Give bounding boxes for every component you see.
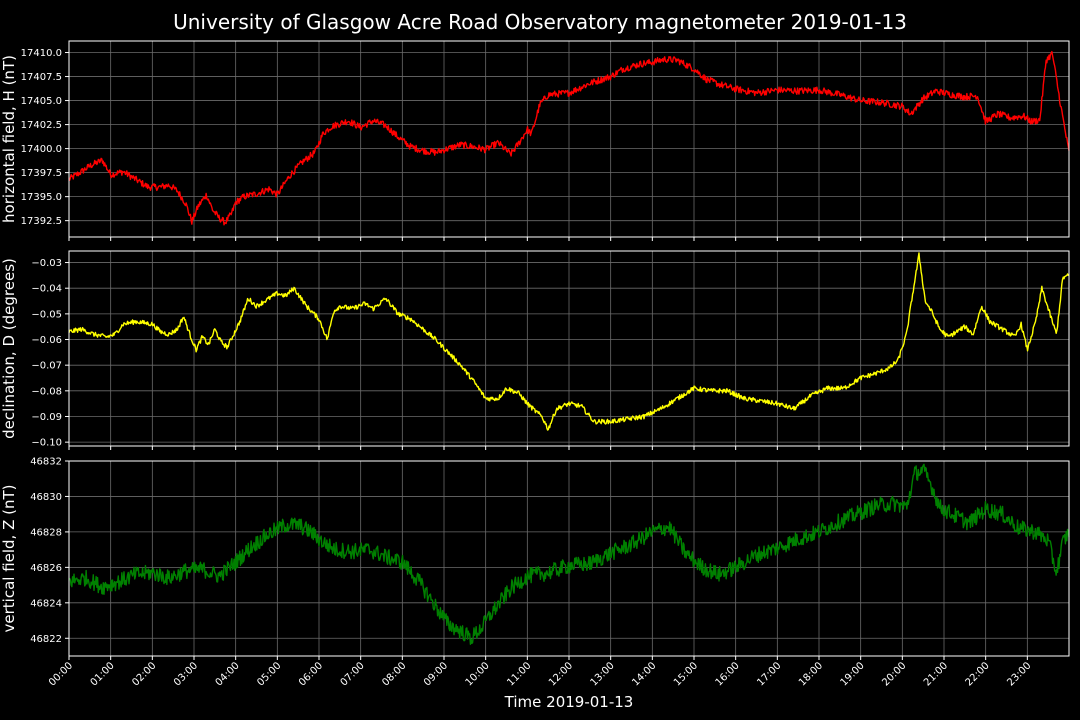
x-tick-label: 16:00	[714, 660, 742, 688]
panel-frame	[68, 40, 1070, 238]
x-tick-label: 00:00	[47, 660, 75, 688]
x-tick-label: 02:00	[130, 660, 158, 688]
x-tick-label: 15:00	[672, 660, 700, 688]
x-tick-label: 08:00	[380, 660, 408, 688]
x-tick-label: 13:00	[589, 660, 617, 688]
y-tick-label: −0.05	[31, 309, 62, 320]
x-tick-label: 07:00	[339, 660, 367, 688]
panel-frame	[68, 250, 1070, 447]
y-tick-label: 46828	[30, 527, 62, 538]
y-tick-label: −0.04	[31, 284, 62, 295]
x-tick-label: 19:00	[839, 660, 867, 688]
y-tick-label: 17400.0	[21, 144, 62, 155]
x-tick-label: 21:00	[922, 660, 950, 688]
series-line-z	[68, 463, 1070, 646]
x-tick-label: 01:00	[89, 660, 117, 688]
y-tick-label: 17407.5	[21, 72, 62, 83]
y-tick-label: −0.08	[31, 386, 62, 397]
panels-group: 17392.5 17395.0 17397.5 17400.0 17402.5 17405…	[0, 40, 1070, 660]
y-tick-label: −0.06	[31, 335, 62, 346]
y-tick-label: 46822	[30, 634, 62, 645]
chart-title: University of Glasgow Acre Road Observat…	[173, 10, 907, 34]
x-tick-label: 05:00	[255, 660, 283, 688]
y-tick-label: 46832	[30, 457, 62, 468]
x-tick-label: 03:00	[172, 660, 200, 688]
x-tick-label: 10:00	[464, 660, 492, 688]
x-tick-label: 17:00	[755, 660, 783, 688]
y-tick-label: 17405.0	[21, 96, 62, 107]
x-tick-label: 04:00	[214, 660, 242, 688]
y-tick-label: −0.07	[31, 361, 62, 372]
y-tick-label: −0.10	[31, 438, 62, 449]
y-axis-label-h: horizontal field, H (nT)	[0, 55, 18, 223]
panel-d: −0.10 −0.09 −0.08 −0.07 −0.06 −0.05 −0.04 −0.03…	[0, 250, 1070, 450]
y-tick-label: 46824	[30, 598, 62, 609]
y-tick-label: 17410.0	[21, 48, 62, 59]
y-tick-label: −0.09	[31, 412, 62, 423]
x-tick-label: 09:00	[422, 660, 450, 688]
x-axis-label: Time 2019-01-13	[504, 693, 634, 711]
series-line-d	[68, 252, 1070, 431]
x-tick-label: 18:00	[797, 660, 825, 688]
y-tick-label: 17397.5	[21, 168, 62, 179]
x-tick-label: 22:00	[964, 660, 992, 688]
x-tick-label: 20:00	[880, 660, 908, 688]
y-tick-label: 46826	[30, 563, 62, 574]
y-tick-label: 17395.0	[21, 192, 62, 203]
panel-frame	[68, 460, 1070, 657]
y-tick-label: −0.03	[31, 258, 62, 269]
x-tick-label: 06:00	[297, 660, 325, 688]
series-line-h	[68, 50, 1070, 226]
x-tick-label: 14:00	[630, 660, 658, 688]
y-tick-label: 17402.5	[21, 120, 62, 131]
x-tick-label: 11:00	[505, 660, 533, 688]
y-axis-label-d: declination, D (degrees)	[0, 258, 18, 439]
x-tick-label: 12:00	[547, 660, 575, 688]
y-axis-label-z: vertical field, Z (nT)	[0, 484, 18, 632]
panel-z: 46822 46824 46826 46828 46830 46832 vertical f…	[0, 457, 1070, 660]
x-axis-ticks: 00:00 01:00 02:00 03:00 04:00 05:00 06:00 07:00…	[47, 660, 1033, 688]
x-tick-label: 23:00	[1005, 660, 1033, 688]
y-tick-label: 17392.5	[21, 216, 62, 227]
y-tick-label: 46830	[30, 492, 62, 503]
panel-h: 17392.5 17395.0 17397.5 17400.0 17402.5 17405…	[0, 40, 1070, 241]
